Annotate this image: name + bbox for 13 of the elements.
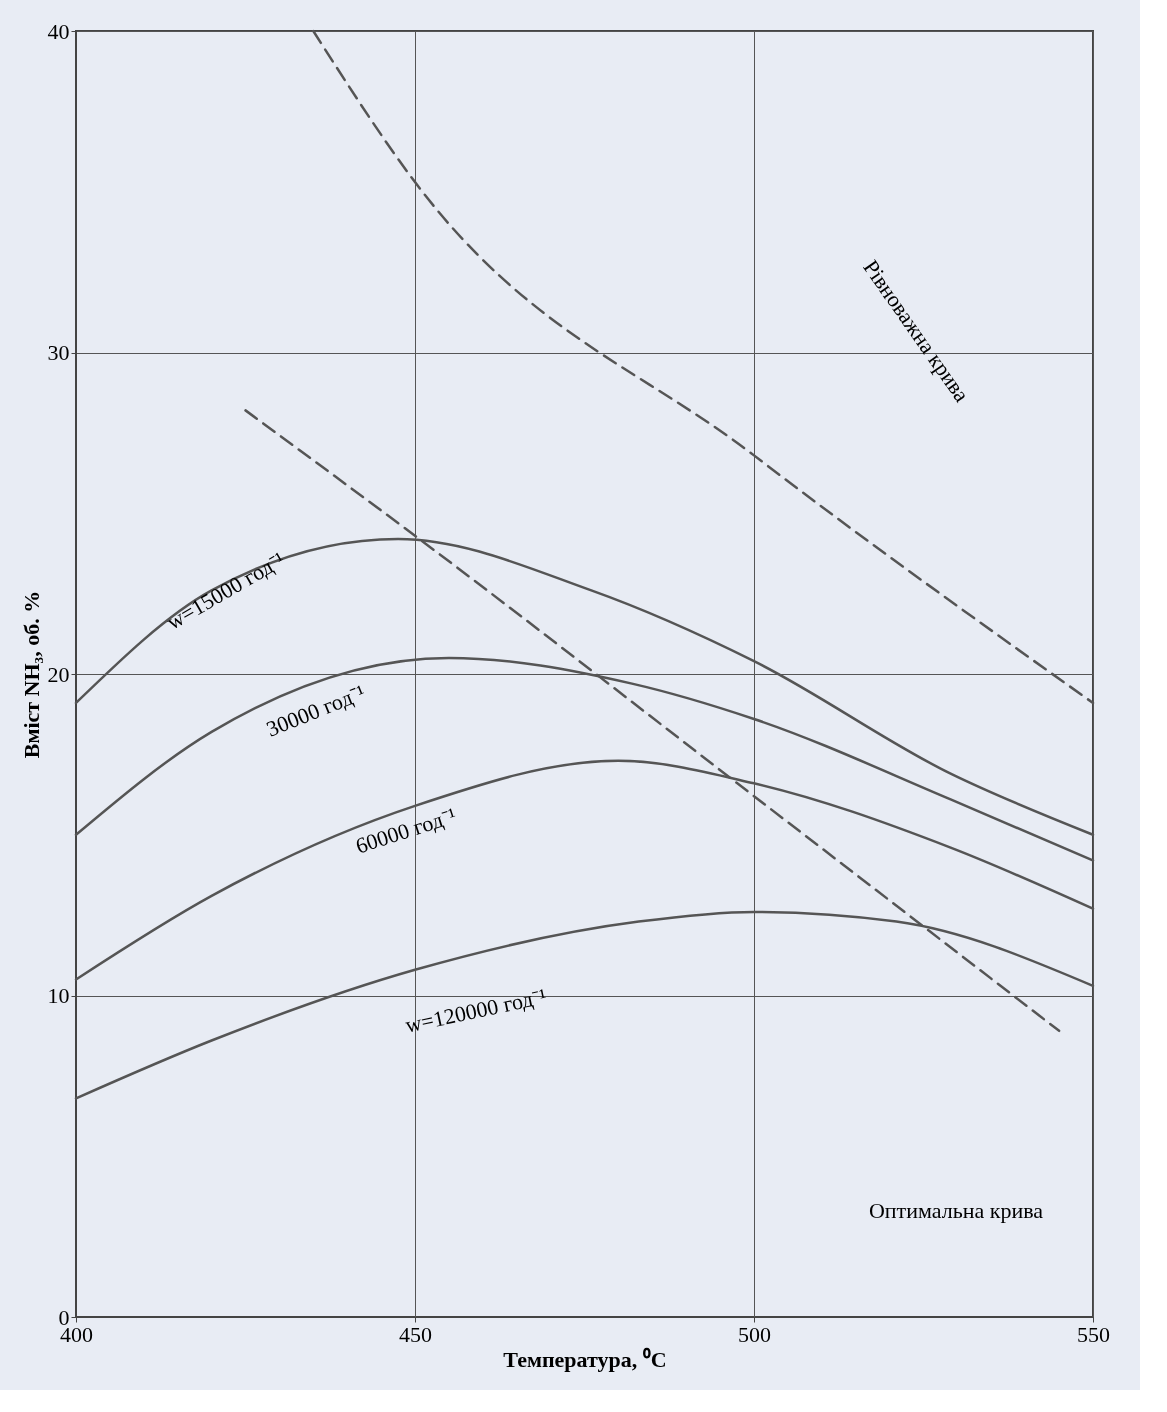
y-tick-label: 30 (47, 340, 70, 365)
x-tick-label: 550 (1077, 1321, 1110, 1347)
annotation: 30000 год⁻¹ (262, 679, 369, 742)
annotation: Оптимальна крива (868, 1198, 1044, 1223)
x-tick-label: 450 (399, 1321, 432, 1347)
y-tick-label: 10 (47, 983, 70, 1008)
y-axis-title: Вміст NH₃, об. % (18, 590, 44, 759)
annotation: w=120000 год⁻¹ (403, 983, 549, 1038)
x-tick-label: 500 (738, 1321, 771, 1347)
annotation: 60000 год⁻¹ (352, 802, 460, 859)
x-axis-title: Температура, ⁰C (503, 1346, 667, 1372)
y-tick-label: 40 (47, 18, 70, 44)
y-tick-label: 20 (47, 661, 70, 687)
